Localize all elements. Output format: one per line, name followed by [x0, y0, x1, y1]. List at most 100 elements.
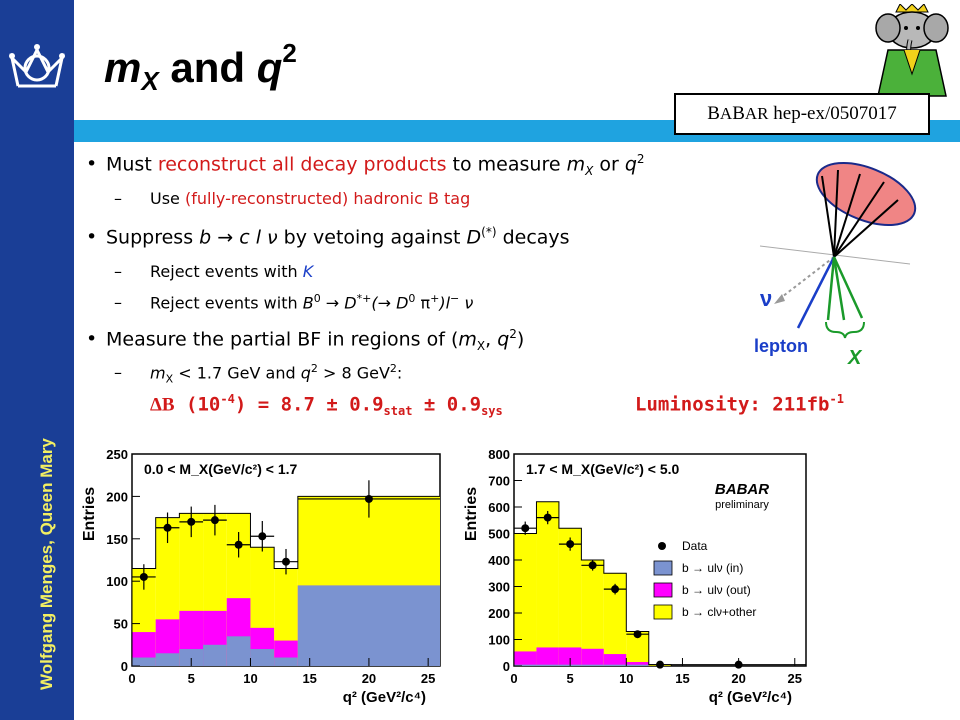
- bar-ulnu-in: [536, 664, 559, 666]
- b1-mid: to measure: [446, 153, 567, 176]
- lumi-sup: -1: [829, 392, 844, 406]
- b1-or: or: [593, 153, 625, 176]
- b2b-lsup: −: [450, 292, 460, 305]
- data-point: [633, 630, 642, 639]
- dash: –: [114, 293, 122, 313]
- legend-marker-data: [658, 542, 666, 550]
- bar-clnu-other: [536, 501, 559, 666]
- histogram-high-mx: 0 5 10 15 20 25 0 100 200 300 400 500 600 700 800 q² (G…: [463, 447, 807, 706]
- x-label: X: [847, 347, 863, 369]
- lepton-label: lepton: [754, 336, 808, 356]
- x-axis-label: q² (GeV²/c⁴): [343, 689, 426, 706]
- b1-qsup: 2: [636, 152, 645, 166]
- sub-bullet-dstar: – Reject events with B0 → D*+(→ D0 π+)l− …: [114, 292, 473, 312]
- data-point: [521, 524, 530, 533]
- author-affiliation: Wolfgang Menges, Queen Mary: [37, 438, 56, 690]
- bar-clnu-other: [558, 528, 582, 666]
- x-tick-label: 20: [731, 671, 745, 686]
- bar-ulnu-in: [297, 585, 440, 666]
- b3-msub: X: [476, 339, 486, 354]
- bar-ulnu-in: [274, 657, 298, 666]
- lumi-text: Luminosity: 211fb: [635, 393, 830, 416]
- slide-title: mX and q2: [104, 38, 297, 97]
- bar-ulnu-in: [226, 636, 251, 666]
- x-tick-label: 20: [362, 671, 376, 686]
- x-tick-label: 15: [302, 671, 316, 686]
- result-sup: -4: [220, 392, 235, 406]
- legend-swatch: [653, 604, 673, 620]
- b3a-msub: X: [165, 372, 174, 386]
- data-point: [234, 540, 243, 549]
- bar-ulnu-in: [203, 644, 227, 666]
- neutrino-arrow: [774, 294, 785, 304]
- result-stat: stat: [383, 404, 413, 419]
- x-tick-label: 10: [243, 671, 257, 686]
- b3a-qsup: 2: [310, 362, 318, 375]
- title-m: m: [104, 44, 142, 91]
- bar-ulnu-in: [155, 653, 180, 666]
- title-and: and: [158, 44, 257, 91]
- b3a-post: > 8 GeV: [317, 363, 390, 383]
- b2-post: decays: [496, 226, 570, 249]
- b3-comma: ,: [485, 328, 498, 351]
- title-m-sub: X: [141, 66, 159, 96]
- y-tick-label: 200: [488, 606, 510, 621]
- bar-ulnu-in: [250, 649, 275, 666]
- b2b-arrow: → D: [320, 293, 357, 313]
- bar-ulnu-in: [581, 664, 604, 666]
- result-value: 8.7 ± 0.9: [280, 393, 384, 416]
- title-q: q: [256, 44, 283, 91]
- b1a-pre: Use: [150, 189, 185, 208]
- babar-elephant-logo: [875, 4, 949, 97]
- data-point: [187, 517, 196, 526]
- y-tick-label: 500: [488, 527, 510, 542]
- y-tick-label: 600: [488, 500, 510, 515]
- x-tick-label: 5: [188, 671, 195, 686]
- dash: –: [114, 262, 122, 281]
- y-tick-label: 0: [503, 659, 510, 674]
- b1a-red: (fully-reconstructed) hadronic B tag: [184, 189, 471, 208]
- histogram-outline: [131, 495, 440, 666]
- branching-fraction-result: ΔB (10-4) = 8.7 ± 0.9stat ± 0.9sys: [150, 392, 503, 418]
- b1-m: m: [566, 153, 586, 176]
- x-tick-label: 25: [788, 671, 802, 686]
- b3a-q: q: [300, 363, 311, 383]
- x-tick-label: 0: [510, 671, 517, 686]
- y-tick-label: 100: [488, 633, 510, 648]
- b2-dsup: (*): [481, 225, 497, 239]
- b3-qsup: 2: [509, 327, 517, 341]
- b2b-b: B: [302, 293, 314, 313]
- x-tick-label: 15: [675, 671, 689, 686]
- data-point: [656, 660, 664, 669]
- b1-red: reconstruct all decay products: [157, 153, 447, 176]
- b1-q: q: [624, 153, 637, 176]
- bullet-reconstruct: • Must reconstruct all decay products to …: [86, 152, 645, 178]
- title-q-sup: 2: [282, 38, 297, 68]
- jet-tracks: [821, 169, 899, 258]
- b2b-dsup: *+: [356, 292, 372, 305]
- y-axis-label: Entries: [81, 487, 98, 541]
- b3-q: q: [497, 328, 510, 351]
- b2b-paren: (→ D: [371, 293, 409, 313]
- b3a-m: m: [150, 363, 166, 383]
- bar-ulnu-in: [179, 649, 204, 666]
- luminosity: Luminosity: 211fb-1: [635, 392, 844, 415]
- y-tick-label: 800: [488, 447, 510, 462]
- data-point: [566, 540, 575, 549]
- data-point: [163, 523, 172, 532]
- sidebar: Wolfgang Menges, Queen Mary: [0, 0, 74, 720]
- b2-d: D: [466, 226, 482, 249]
- b2b-pre: Reject events with: [150, 293, 303, 313]
- y-tick-label: 700: [488, 474, 510, 489]
- bar-ulnu-out: [626, 662, 649, 666]
- queen-mary-crown-logo: [9, 44, 65, 88]
- y-tick-label: 250: [106, 447, 128, 462]
- b1-pre: Must: [106, 153, 158, 176]
- y-axis-label: Entries: [463, 487, 480, 541]
- lepton-track: [796, 256, 836, 329]
- panel-label: 0.0 < M_X(GeV/c²) < 1.7: [144, 461, 298, 477]
- nu-label: ν: [760, 286, 772, 311]
- ref-a1: A: [719, 104, 733, 123]
- b3-post: ): [516, 328, 525, 351]
